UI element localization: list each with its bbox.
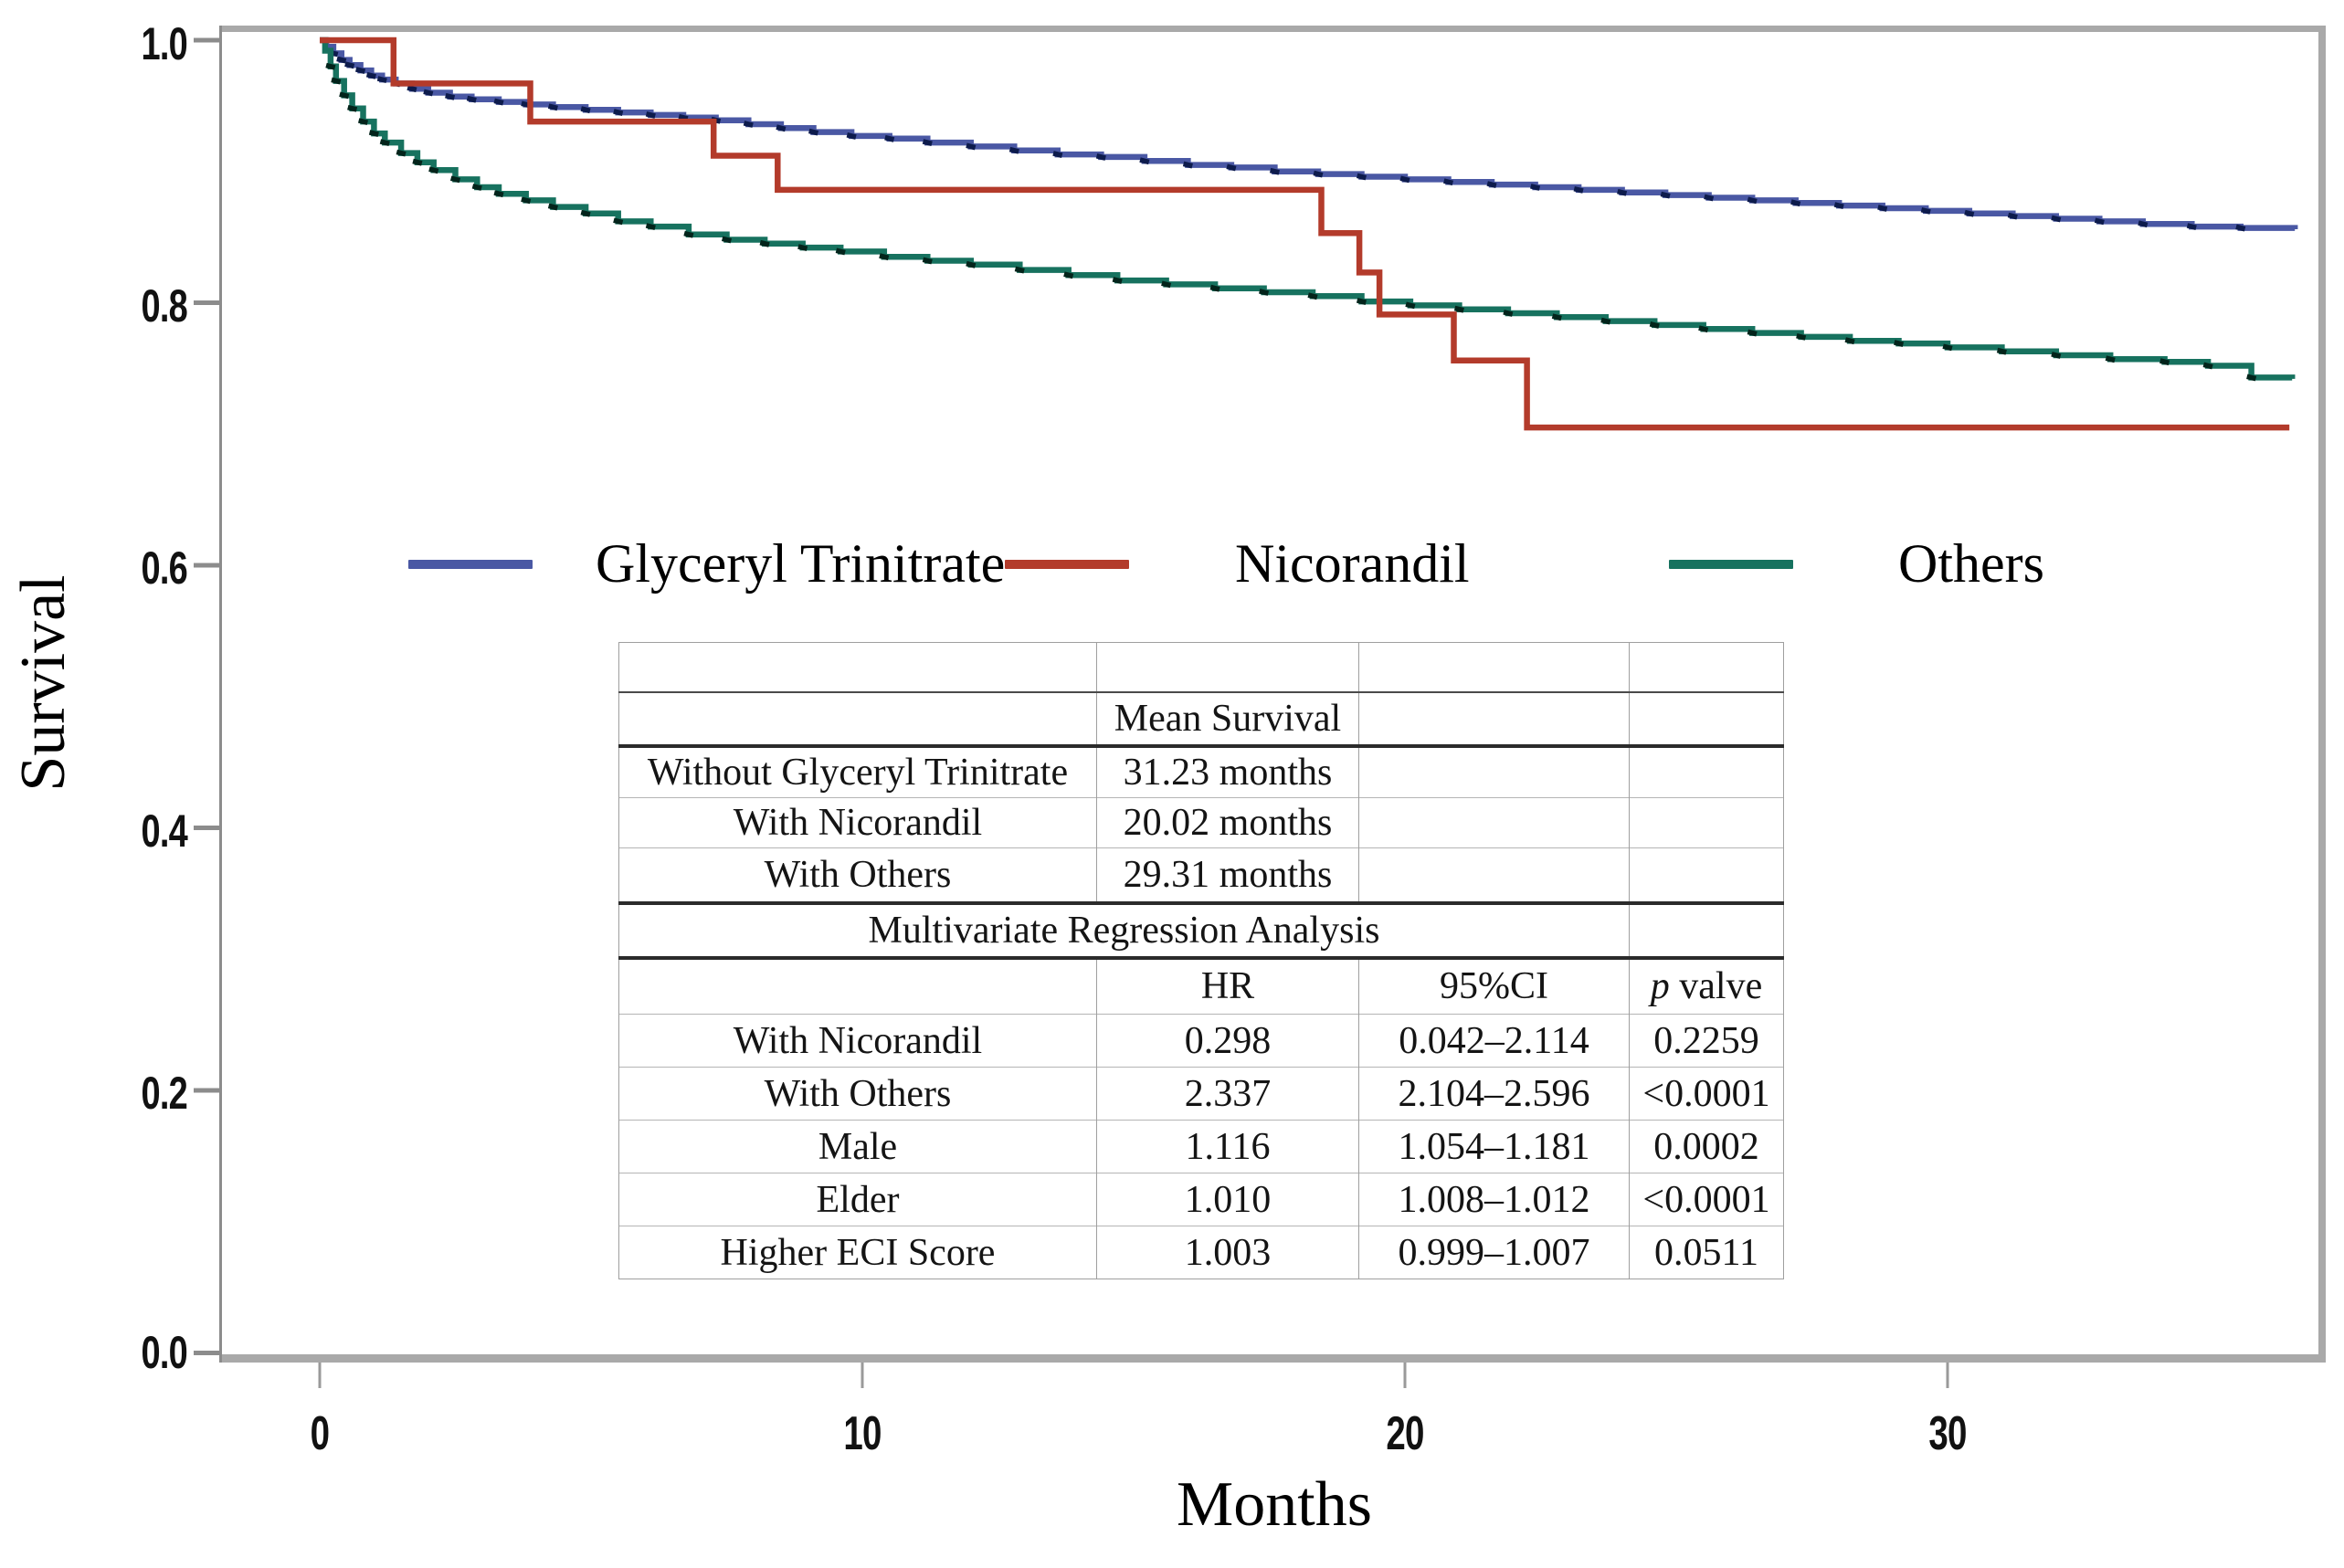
row-label: With Nicorandil [618, 1014, 1097, 1068]
row-ci: 0.042–2.114 [1358, 1014, 1630, 1068]
y-tick-label-0.8: 0.8 [141, 280, 187, 331]
row-label: Without Glyceryl Trinitrate [618, 745, 1097, 798]
x-tick-label-0: 0 [310, 1407, 330, 1460]
row-value: 29.31 months [1096, 847, 1359, 903]
row-value: 20.02 months [1096, 797, 1359, 848]
table-row-regression-title: Multivariate Regression Analysis [618, 902, 1784, 958]
y-tick-label-0.6: 0.6 [141, 542, 187, 594]
table-row: Elder 1.010 1.008–1.012 <0.0001 [618, 1173, 1784, 1226]
row-label: Male [618, 1120, 1097, 1173]
row-ci: 1.054–1.181 [1358, 1120, 1630, 1173]
row-p: <0.0001 [1629, 1067, 1784, 1121]
legend-label-others: Others [1898, 533, 2044, 594]
row-hr: 1.003 [1096, 1226, 1359, 1279]
table-row: Male 1.116 1.054–1.181 0.0002 [618, 1120, 1784, 1173]
row-hr: 1.116 [1096, 1120, 1359, 1173]
col-header-ci: 95%CI [1358, 957, 1630, 1015]
table-row: With Others 2.337 2.104–2.596 <0.0001 [618, 1067, 1784, 1121]
stats-inset-table: Mean Survival Without Glyceryl Trinitrat… [618, 642, 1784, 1279]
x-tick-label-30: 30 [1928, 1407, 1967, 1460]
row-p: <0.0001 [1629, 1173, 1784, 1226]
table-row: With Nicorandil 20.02 months [618, 797, 1784, 848]
y-axis-title: Survival [8, 574, 79, 792]
table-row: With Nicorandil 0.298 0.042–2.114 0.2259 [618, 1014, 1784, 1068]
row-label: Elder [618, 1173, 1097, 1226]
x-axis-title: Months [1177, 1469, 1372, 1540]
row-ci: 1.008–1.012 [1358, 1173, 1630, 1226]
row-hr: 1.010 [1096, 1173, 1359, 1226]
row-p: 0.0511 [1629, 1226, 1784, 1279]
row-label: With Others [618, 1067, 1097, 1121]
y-tick-label-0.4: 0.4 [141, 805, 187, 857]
row-label: With Others [618, 847, 1097, 903]
table-row: With Others 29.31 months [618, 847, 1784, 903]
row-hr: 2.337 [1096, 1067, 1359, 1121]
row-label: Higher ECI Score [618, 1226, 1097, 1279]
x-tick-label-20: 20 [1386, 1407, 1424, 1460]
y-tick-label-1.0: 1.0 [141, 18, 187, 69]
row-ci: 2.104–2.596 [1358, 1067, 1630, 1121]
legend-line-others [1669, 560, 1793, 569]
y-tick-label-0.2: 0.2 [141, 1068, 187, 1119]
legend-label-glyceryl-trinitrate: Glyceryl Trinitrate [596, 533, 1006, 594]
row-value: 31.23 months [1096, 745, 1359, 798]
legend-line-glyceryl-trinitrate [408, 560, 533, 569]
row-hr: 0.298 [1096, 1014, 1359, 1068]
regression-title: Multivariate Regression Analysis [618, 902, 1630, 958]
y-tick-label-0.0: 0.0 [141, 1327, 187, 1378]
legend-line-nicorandil [1005, 560, 1129, 569]
row-ci: 0.999–1.007 [1358, 1226, 1630, 1279]
col-header-hr: HR [1096, 957, 1359, 1015]
x-tick-label-10: 10 [843, 1407, 882, 1460]
row-p: 0.0002 [1629, 1120, 1784, 1173]
table-row: Higher ECI Score 1.003 0.999–1.007 0.051… [618, 1226, 1784, 1279]
table-row-mean-survival-header: Mean Survival [618, 691, 1784, 746]
mean-survival-header: Mean Survival [1096, 691, 1359, 746]
legend-label-nicorandil: Nicorandil [1235, 533, 1470, 594]
table-row-regression-columns: HR 95%CI p valve [618, 957, 1784, 1015]
table-row: Without Glyceryl Trinitrate 31.23 months [618, 745, 1784, 798]
col-header-p: p valve [1629, 957, 1784, 1015]
table-row-empty [618, 642, 1784, 692]
row-p: 0.2259 [1629, 1014, 1784, 1068]
row-label: With Nicorandil [618, 797, 1097, 848]
